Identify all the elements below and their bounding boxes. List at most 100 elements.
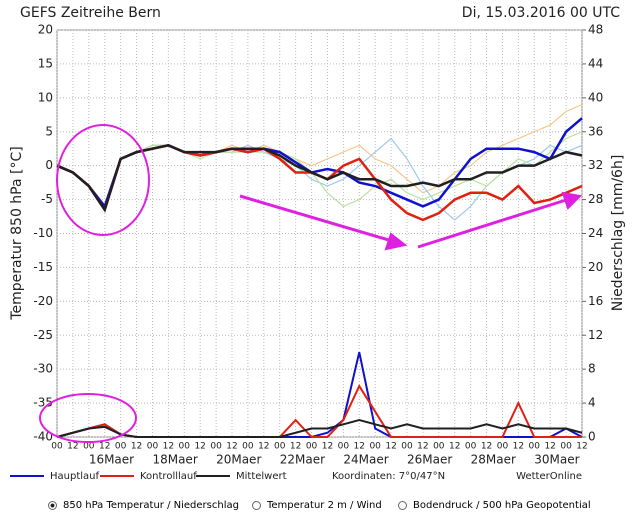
legend-label: Mittelwert xyxy=(236,471,287,482)
x-tick-label: 00 xyxy=(115,442,127,452)
x-tick-label: 12 xyxy=(544,442,555,452)
x-tick-label: 00 xyxy=(306,442,318,452)
y2-tick-label: 4 xyxy=(588,396,596,410)
y-tick-label: -40 xyxy=(33,430,53,444)
y-tick-label: -20 xyxy=(33,294,53,308)
x-tick-label: 00 xyxy=(274,442,286,452)
x-tick-label: 00 xyxy=(147,442,159,452)
precip-line xyxy=(56,419,583,438)
date-label: 26Maer xyxy=(407,453,452,467)
y2-tick-label: 20 xyxy=(588,260,603,274)
source: WetterOnline xyxy=(516,471,582,482)
y2-tick-label: 12 xyxy=(588,328,603,342)
x-tick-label: 12 xyxy=(163,442,174,452)
x-tick-label: 12 xyxy=(67,442,78,452)
x-tick-label: 00 xyxy=(560,442,572,452)
x-tick-label: 00 xyxy=(83,442,95,452)
radio[interactable] xyxy=(48,501,57,510)
y-tick-label: -10 xyxy=(33,226,53,240)
x-tick-label: 00 xyxy=(369,442,381,452)
x-tick-label: 00 xyxy=(338,442,350,452)
y2-tick-label: 44 xyxy=(588,56,603,70)
y-tick-label: 20 xyxy=(38,23,53,37)
date-label: 28Maer xyxy=(471,453,516,467)
y2-tick-label: 40 xyxy=(588,90,603,104)
y-tick-label: 10 xyxy=(38,90,53,104)
option-label: Bodendruck / 500 hPa Geopotential xyxy=(413,500,591,511)
options: 850 hPa Temperatur / Niederschlag Temper… xyxy=(0,494,636,521)
x-tick-label: 12 xyxy=(513,442,524,452)
ensemble-line xyxy=(56,131,583,208)
radio[interactable] xyxy=(398,501,407,510)
x-tick-label: 00 xyxy=(465,442,477,452)
date-label: 16Maer xyxy=(89,453,134,467)
y-tick-label: 0 xyxy=(45,158,53,172)
y-tick-label: -25 xyxy=(33,328,53,342)
y-tick-label: -15 xyxy=(33,260,53,274)
chart-date: Di, 15.03.2016 00 UTC xyxy=(462,5,620,21)
highlight-circle xyxy=(56,124,150,236)
x-tick-label: 00 xyxy=(497,442,509,452)
highlight-circle xyxy=(39,393,137,443)
date-label: 20Maer xyxy=(216,453,261,467)
y2-axis-label: Niederschlag [mm/6h] xyxy=(610,155,626,312)
x-tick-label: 12 xyxy=(290,442,301,452)
x-tick-label: 00 xyxy=(433,442,445,452)
radio-option[interactable]: Temperatur 2 m / Wind xyxy=(252,500,382,511)
date-label: 30Maer xyxy=(534,453,579,467)
radio-option[interactable]: 850 hPa Temperatur / Niederschlag xyxy=(48,500,239,511)
y-axis-label: Temperatur 850 hPa [°C] xyxy=(9,146,25,320)
x-tick-label: 12 xyxy=(194,442,205,452)
y2-tick-label: 0 xyxy=(588,430,596,444)
arrow xyxy=(417,198,567,249)
chart: GEFS Zeitreihe Bern Di, 15.03.2016 00 UT… xyxy=(9,5,626,482)
layer: -40-35-30-25-20-15-10-505101520048121620… xyxy=(33,23,603,467)
x-tick-label: 12 xyxy=(322,442,333,452)
arrow xyxy=(239,194,393,243)
radio[interactable] xyxy=(252,501,261,510)
x-tick-label: 00 xyxy=(242,442,254,452)
option-label: 850 hPa Temperatur / Niederschlag xyxy=(63,500,239,511)
legend: Hauptlauf Kontrolllauf Mittelwert Koordi… xyxy=(10,471,582,482)
radio-option[interactable]: Bodendruck / 500 hPa Geopotential xyxy=(398,500,591,511)
y2-tick-label: 32 xyxy=(588,158,603,172)
temperature-line xyxy=(56,144,583,213)
y2-tick-label: 48 xyxy=(588,23,603,37)
date-label: 18Maer xyxy=(152,453,197,467)
x-tick-label: 12 xyxy=(449,442,460,452)
x-tick-label: 00 xyxy=(179,442,191,452)
x-tick-label: 12 xyxy=(131,442,142,452)
legend-label: Kontrolllauf xyxy=(140,471,197,482)
x-tick-label: 12 xyxy=(481,442,492,452)
y2-tick-label: 36 xyxy=(588,124,603,138)
arrow-head xyxy=(561,191,583,210)
y-tick-label: 15 xyxy=(38,56,53,70)
chart-title: GEFS Zeitreihe Bern xyxy=(20,5,161,21)
y2-tick-label: 8 xyxy=(588,362,596,376)
x-tick-label: 00 xyxy=(529,442,541,452)
legend-label: Hauptlauf xyxy=(50,471,99,482)
x-tick-label: 00 xyxy=(210,442,222,452)
y2-tick-label: 16 xyxy=(588,294,603,308)
date-label: 22Maer xyxy=(280,453,325,467)
arrow-head xyxy=(384,232,408,251)
x-tick-label: 12 xyxy=(385,442,396,452)
x-tick-label: 00 xyxy=(51,442,63,452)
y-tick-label: 5 xyxy=(45,124,53,138)
x-tick-label: 12 xyxy=(258,442,269,452)
y-tick-label: -35 xyxy=(33,396,53,410)
option-label: Temperatur 2 m / Wind xyxy=(267,500,382,511)
date-label: 24Maer xyxy=(343,453,388,467)
y-tick-label: -5 xyxy=(41,192,53,206)
y2-tick-label: 24 xyxy=(588,226,603,240)
coordinates: Koordinaten: 7°0/47°N xyxy=(332,471,445,482)
y2-tick-label: 28 xyxy=(588,192,603,206)
annotations xyxy=(39,124,583,443)
x-tick-label: 12 xyxy=(417,442,428,452)
x-tick-label: 12 xyxy=(226,442,237,452)
x-tick-label: 12 xyxy=(99,442,110,452)
y-tick-label: -30 xyxy=(33,362,53,376)
x-tick-label: 00 xyxy=(401,442,413,452)
x-tick-label: 12 xyxy=(576,442,587,452)
